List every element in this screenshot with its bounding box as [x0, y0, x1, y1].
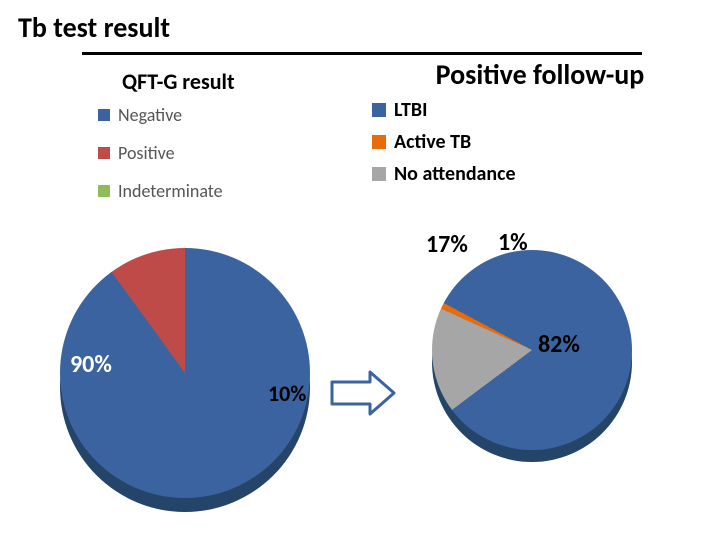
- legend-label: LTBI: [394, 98, 427, 122]
- legend-label: No attendance: [394, 162, 516, 186]
- swatch-negative: [98, 109, 110, 121]
- qft-legend: Negative Positive Indeterminate: [98, 104, 223, 218]
- swatch-ltbi: [372, 103, 386, 117]
- followup-legend: LTBI Active TB No attendance: [372, 98, 516, 194]
- swatch-positive: [98, 147, 110, 159]
- qft-heading: QFT-G result: [122, 68, 235, 95]
- swatch-no-attendance: [372, 167, 386, 181]
- arrow-icon: [330, 370, 396, 416]
- legend-item-no-attendance: No attendance: [372, 162, 516, 186]
- page-title: Tb test result: [18, 10, 170, 45]
- legend-label: Indeterminate: [118, 180, 223, 202]
- pie-chart-followup: [432, 250, 632, 450]
- swatch-indeterminate: [98, 185, 110, 197]
- pie-left-label-90: 90%: [70, 350, 112, 379]
- legend-label: Positive: [118, 142, 175, 164]
- legend-item-positive: Positive: [98, 142, 223, 164]
- pie-right-label-1: 1%: [498, 228, 528, 257]
- pie-right-label-17: 17%: [426, 230, 468, 259]
- legend-item-indeterminate: Indeterminate: [98, 180, 223, 202]
- pie-left-label-10: 10%: [268, 380, 306, 407]
- legend-label: Negative: [118, 104, 182, 126]
- title-underline: [82, 52, 642, 55]
- pie-right-label-82: 82%: [538, 330, 580, 359]
- followup-heading: Positive follow-up: [380, 60, 700, 91]
- swatch-active-tb: [372, 135, 386, 149]
- legend-item-ltbi: LTBI: [372, 98, 516, 122]
- legend-item-active-tb: Active TB: [372, 130, 516, 154]
- legend-item-negative: Negative: [98, 104, 223, 126]
- legend-label: Active TB: [394, 130, 471, 154]
- pie-face: [432, 250, 632, 450]
